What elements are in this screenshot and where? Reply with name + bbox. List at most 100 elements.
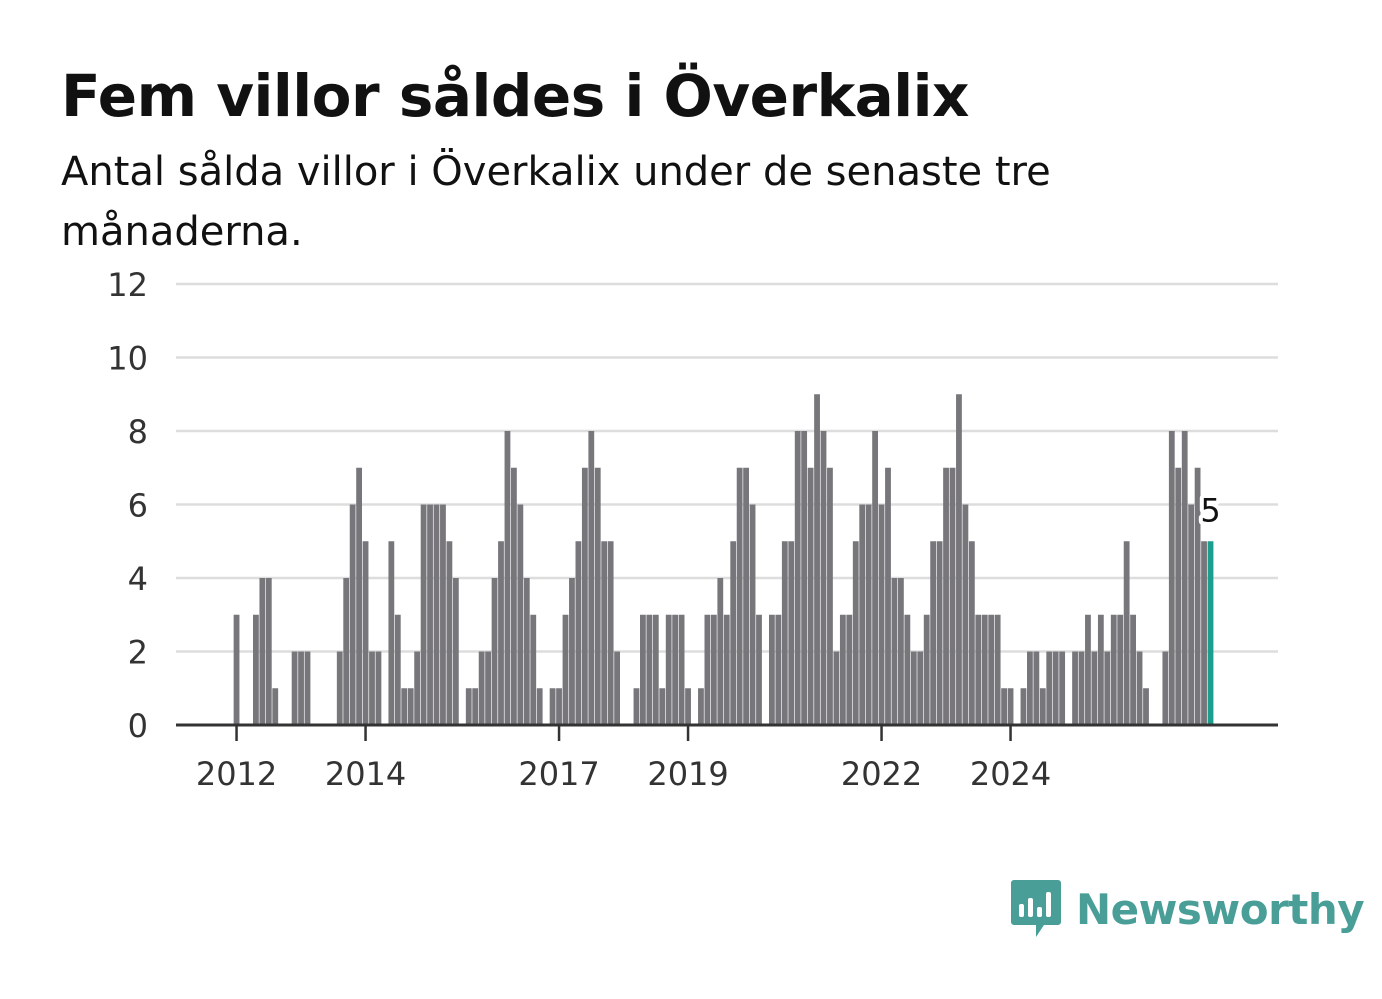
bar (356, 467, 362, 725)
bar (1027, 651, 1033, 725)
bar (717, 578, 724, 725)
bar (1007, 688, 1014, 725)
bar (723, 614, 730, 725)
bar (575, 541, 582, 725)
bar (1104, 651, 1111, 725)
bar (259, 578, 266, 725)
bar (1046, 651, 1053, 725)
bar (440, 504, 446, 725)
bar (1059, 651, 1066, 725)
bar (607, 541, 614, 725)
bar (904, 614, 911, 725)
bar (859, 504, 866, 725)
bar (446, 541, 453, 725)
bar (549, 688, 556, 725)
newsworthy-logo-icon (1011, 880, 1061, 937)
x-tick-label: 2012 (196, 755, 277, 793)
bar (562, 614, 569, 725)
brand-name: Newsworthy (1076, 884, 1365, 934)
bar (414, 651, 421, 725)
bar (685, 688, 691, 725)
bar (865, 504, 872, 725)
bar (994, 614, 1001, 725)
bar (1143, 688, 1149, 725)
bar (910, 651, 917, 725)
x-tick-label: 2022 (841, 755, 922, 793)
bar (678, 614, 685, 725)
bar (517, 504, 524, 725)
bar (988, 614, 995, 725)
bar (640, 614, 646, 725)
bar (652, 614, 659, 725)
bar (253, 614, 259, 725)
bar (852, 541, 859, 725)
chart-subtitle: Antal sålda villor i Överkalix under de … (61, 149, 1051, 255)
bar (304, 651, 311, 725)
bar (698, 688, 704, 725)
bar (646, 614, 653, 725)
bar (981, 614, 988, 725)
bar (427, 504, 433, 725)
bar (917, 651, 924, 725)
x-tick-label: 2014 (325, 755, 406, 793)
bar (265, 578, 272, 725)
x-tick-label: 2024 (970, 755, 1051, 793)
bar (1168, 431, 1175, 725)
bar (788, 541, 795, 725)
bar (420, 504, 427, 725)
y-tick-label: 10 (107, 340, 148, 378)
bar (846, 614, 853, 725)
bar (736, 467, 743, 725)
bar (601, 541, 608, 725)
bar (1110, 614, 1117, 725)
bar (1123, 541, 1130, 725)
bar (478, 651, 485, 725)
bar (878, 504, 885, 725)
bar (1162, 651, 1169, 725)
bar (672, 614, 679, 725)
bar (1039, 688, 1046, 725)
bar (749, 504, 756, 725)
bar (594, 467, 601, 725)
bar (659, 688, 666, 725)
bar (968, 541, 975, 725)
bar (704, 614, 711, 725)
bar (1097, 614, 1104, 725)
bar (923, 614, 930, 725)
bar (975, 614, 982, 725)
y-tick-label: 0 (128, 707, 148, 745)
bar (272, 688, 279, 725)
bar (814, 394, 820, 725)
bar (949, 467, 956, 725)
bar (388, 541, 395, 725)
bar (298, 651, 304, 725)
bar (349, 504, 356, 725)
gridlines (176, 282, 1278, 653)
bar (1091, 651, 1098, 725)
bar (504, 431, 511, 725)
bar (891, 578, 898, 725)
bar (523, 578, 530, 725)
newsworthy-brand: Newsworthy (1010, 878, 1365, 940)
bar (1085, 614, 1091, 725)
bar (588, 431, 595, 725)
bar (820, 431, 827, 725)
y-axis-ticks: 0 2 4 6 8 10 12 (107, 266, 148, 745)
last-value-label: 5 (1200, 491, 1220, 529)
bar (511, 467, 517, 725)
bar (291, 651, 298, 725)
y-tick-label: 6 (128, 487, 148, 525)
bar (369, 651, 375, 725)
bar (1181, 431, 1188, 725)
bar (375, 651, 382, 725)
bar (710, 614, 717, 725)
y-tick-label: 8 (128, 413, 148, 451)
bar (1078, 651, 1085, 725)
bar (1194, 467, 1201, 725)
bar (665, 614, 672, 725)
bar (407, 688, 414, 725)
bar (807, 467, 814, 725)
bar (1052, 651, 1059, 725)
chart-title: Fem villor såldes i Överkalix (61, 62, 969, 130)
bar (794, 431, 801, 725)
